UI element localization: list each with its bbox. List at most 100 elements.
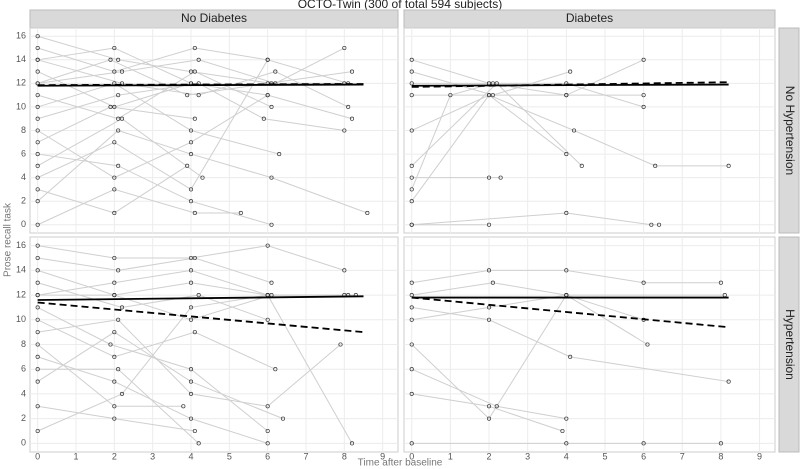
subject-point xyxy=(486,93,492,98)
subject-line xyxy=(37,47,268,73)
subject-point xyxy=(200,175,205,180)
subject-point xyxy=(119,305,125,310)
subject-point xyxy=(349,116,355,121)
x-tick-label: 5 xyxy=(227,451,232,461)
subject-point xyxy=(116,367,121,372)
x-tick-label: 4 xyxy=(188,451,193,461)
y-tick-label: 2 xyxy=(21,196,26,206)
y-tick-label: 8 xyxy=(21,339,26,349)
column-strip-label: No Diabetes xyxy=(181,11,247,25)
subject-point xyxy=(35,199,40,204)
subject-line xyxy=(37,257,272,284)
subject-point xyxy=(486,317,492,322)
y-tick-label: 6 xyxy=(21,148,26,158)
subject-point xyxy=(649,222,654,227)
y-tick-label: 0 xyxy=(21,438,26,448)
subject-point xyxy=(490,93,495,98)
subject-point xyxy=(35,45,40,51)
x-tick-label: 0 xyxy=(409,451,414,461)
subject-line xyxy=(37,331,284,420)
y-tick-label: 14 xyxy=(16,265,26,275)
subject-point xyxy=(238,210,243,216)
subject-point xyxy=(409,163,414,168)
subject-point xyxy=(112,104,117,109)
row-strip xyxy=(778,236,800,453)
y-tick-label: 4 xyxy=(21,388,26,398)
subject-point xyxy=(498,175,503,180)
subject-line xyxy=(37,118,203,179)
y-tick-label: 2 xyxy=(21,413,26,423)
subject-point xyxy=(564,268,569,273)
subject-point xyxy=(119,391,125,396)
subject-point xyxy=(35,404,40,409)
subject-point xyxy=(718,280,723,285)
subject-point xyxy=(112,404,117,409)
x-tick-label: 3 xyxy=(525,451,530,461)
subject-point xyxy=(35,367,40,372)
x-tick-label: 8 xyxy=(718,451,723,461)
subject-point xyxy=(35,354,40,359)
subject-line xyxy=(37,47,345,84)
subject-point xyxy=(188,416,194,421)
subject-point xyxy=(261,116,266,121)
subject-line xyxy=(37,71,192,108)
subject-point xyxy=(718,441,723,446)
subject-point xyxy=(192,255,197,261)
subject-line xyxy=(37,82,280,155)
subject-point xyxy=(409,128,414,133)
x-tick-label: 2 xyxy=(112,451,117,461)
y-tick-label: 8 xyxy=(21,125,26,135)
y-tick-label: 6 xyxy=(21,364,26,374)
subject-point xyxy=(112,280,117,285)
x-tick-label: 9 xyxy=(757,451,762,461)
subject-line xyxy=(37,165,188,214)
row-strip xyxy=(778,27,800,234)
subject-line xyxy=(37,319,276,370)
subject-line xyxy=(37,269,356,296)
subject-line xyxy=(411,82,583,167)
subject-point xyxy=(116,163,121,168)
x-tick-label: 4 xyxy=(564,451,569,461)
subject-point xyxy=(277,152,282,157)
subject-point xyxy=(188,128,194,133)
subject-point xyxy=(568,69,573,74)
trend-line xyxy=(37,83,364,87)
subject-line xyxy=(37,59,353,96)
subject-point xyxy=(409,280,414,285)
subject-point xyxy=(273,69,278,74)
subject-point xyxy=(641,93,646,98)
subject-point xyxy=(192,330,197,335)
subject-point xyxy=(112,255,117,261)
subject-point xyxy=(409,69,414,74)
x-tick-label: 7 xyxy=(680,451,685,461)
subject-point xyxy=(35,152,40,157)
subject-point xyxy=(645,342,650,347)
subject-point xyxy=(349,69,355,74)
subject-point xyxy=(342,45,347,51)
subject-point xyxy=(265,404,270,409)
subject-point xyxy=(116,268,121,273)
subject-point xyxy=(35,34,40,39)
subject-point xyxy=(188,317,194,322)
subject-point xyxy=(409,187,414,192)
trend-line xyxy=(411,81,729,88)
subject-point xyxy=(188,187,194,192)
subject-point xyxy=(342,268,347,273)
subject-point xyxy=(196,293,201,298)
subject-point xyxy=(192,116,197,121)
subject-point xyxy=(726,379,731,384)
subject-point xyxy=(564,210,569,216)
subject-point xyxy=(409,222,414,227)
subject-line xyxy=(411,294,725,321)
y-tick-label: 14 xyxy=(16,54,26,64)
subject-point xyxy=(571,128,577,133)
row-strip-label: Hypertension xyxy=(783,309,797,380)
subject-point xyxy=(188,391,194,396)
subject-line xyxy=(411,82,494,190)
subject-point xyxy=(35,163,40,168)
subject-line xyxy=(411,294,644,420)
trend-line xyxy=(411,296,729,329)
subject-line xyxy=(37,94,268,179)
subject-point xyxy=(657,222,662,227)
subject-point xyxy=(112,210,117,216)
